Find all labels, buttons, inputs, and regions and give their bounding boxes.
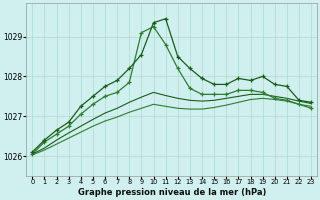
- X-axis label: Graphe pression niveau de la mer (hPa): Graphe pression niveau de la mer (hPa): [77, 188, 266, 197]
